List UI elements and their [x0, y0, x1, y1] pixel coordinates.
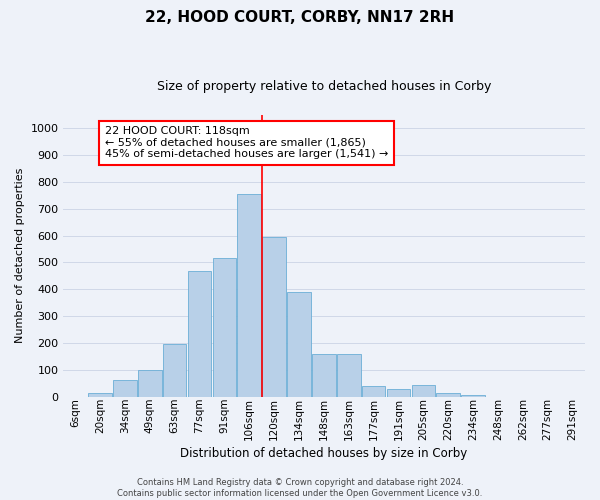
Bar	[262, 237, 286, 396]
Y-axis label: Number of detached properties: Number of detached properties	[15, 168, 25, 344]
Bar	[386, 390, 410, 396]
Bar	[138, 370, 161, 396]
Bar	[88, 394, 112, 396]
Text: 22 HOOD COURT: 118sqm
← 55% of detached houses are smaller (1,865)
45% of semi-d: 22 HOOD COURT: 118sqm ← 55% of detached …	[105, 126, 388, 160]
Bar	[113, 380, 137, 396]
Text: 22, HOOD COURT, CORBY, NN17 2RH: 22, HOOD COURT, CORBY, NN17 2RH	[145, 10, 455, 25]
Bar	[238, 194, 261, 396]
Bar	[188, 270, 211, 396]
Bar	[312, 354, 335, 397]
X-axis label: Distribution of detached houses by size in Corby: Distribution of detached houses by size …	[180, 447, 467, 460]
Bar	[412, 386, 435, 396]
Bar	[287, 292, 311, 397]
Bar	[461, 394, 485, 396]
Bar	[362, 386, 385, 396]
Bar	[436, 394, 460, 396]
Title: Size of property relative to detached houses in Corby: Size of property relative to detached ho…	[157, 80, 491, 93]
Bar	[163, 344, 187, 396]
Bar	[212, 258, 236, 396]
Text: Contains HM Land Registry data © Crown copyright and database right 2024.
Contai: Contains HM Land Registry data © Crown c…	[118, 478, 482, 498]
Bar	[337, 354, 361, 397]
